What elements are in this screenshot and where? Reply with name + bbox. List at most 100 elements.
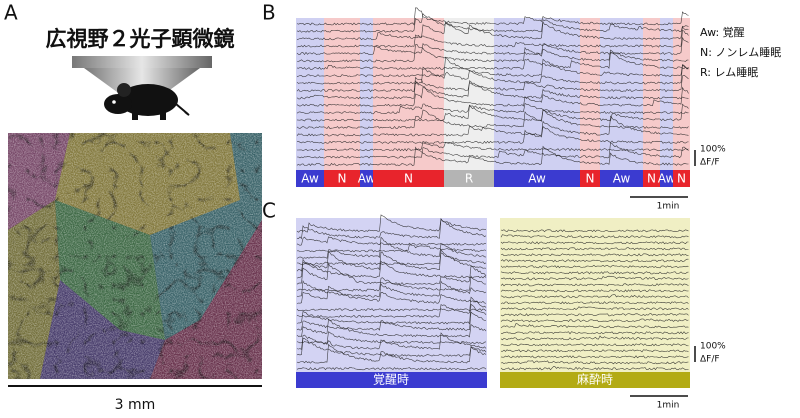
- state-segment: [296, 170, 324, 187]
- traces: [296, 7, 689, 166]
- trace: [296, 318, 487, 338]
- condition-bar: [500, 372, 690, 388]
- scale-label: ΔF/F: [700, 355, 720, 365]
- state-segment: [444, 170, 494, 187]
- state-segment: [494, 170, 580, 187]
- legend-entry: Aw: 覚醒: [700, 26, 745, 39]
- trace: [500, 264, 689, 269]
- state-label: N: [338, 172, 347, 186]
- state-band: [673, 18, 690, 170]
- state-band: [580, 18, 600, 170]
- state-segment: [360, 170, 373, 187]
- state-label: N: [586, 172, 595, 186]
- trace: [296, 44, 689, 63]
- trace: [296, 64, 689, 85]
- trace: [500, 289, 689, 293]
- trace: [500, 360, 689, 365]
- trace: [500, 313, 689, 317]
- trace: [296, 367, 487, 371]
- state-band: [373, 18, 444, 170]
- trace: [500, 258, 689, 263]
- state-band: [494, 18, 580, 170]
- condition-label: 麻酔時: [577, 372, 613, 387]
- condition-bar: [296, 372, 487, 388]
- scale-label: 3 mm: [115, 397, 156, 413]
- panel-label: B: [262, 1, 276, 25]
- state-label: N: [647, 172, 656, 186]
- trace: [296, 311, 487, 331]
- trace: [296, 74, 689, 93]
- trace: [296, 13, 689, 33]
- trace: [296, 337, 487, 357]
- state-band: [600, 18, 643, 170]
- trace: [296, 29, 689, 48]
- trace: [500, 247, 689, 251]
- trace: [500, 335, 689, 341]
- trace: [296, 109, 689, 129]
- trace: [500, 349, 689, 353]
- trace: [500, 294, 689, 299]
- trace: [296, 80, 689, 100]
- trace: [297, 142, 689, 159]
- trace: [296, 56, 689, 78]
- trace: [500, 343, 689, 347]
- anesthesia-background: [500, 218, 690, 372]
- state-bar: Aw N Aw N R Aw N Aw N Aw N: [296, 170, 690, 187]
- trace: [296, 249, 487, 272]
- trace: [500, 318, 689, 323]
- trace: [296, 21, 689, 41]
- state-band: [324, 18, 360, 170]
- trace: [296, 236, 486, 246]
- state-segment: [673, 170, 690, 187]
- legend-entry: R: レム睡眠: [700, 66, 758, 79]
- state-band: [660, 18, 673, 170]
- state-segment: [580, 170, 600, 187]
- state-segment: [600, 170, 643, 187]
- condition-label: 覚醒時: [373, 373, 409, 387]
- trace: [296, 214, 487, 233]
- trace: [500, 234, 689, 239]
- trace: [296, 343, 487, 364]
- state-segment: [660, 170, 673, 187]
- trace: [500, 355, 689, 359]
- state-label: Aw: [528, 172, 546, 186]
- trace: [296, 236, 487, 259]
- trace: [296, 332, 487, 350]
- state-label: N: [404, 172, 413, 186]
- trace: [296, 331, 487, 345]
- trace: [296, 218, 487, 240]
- trace: [296, 7, 689, 26]
- state-segment: [373, 170, 444, 187]
- awake-background: [296, 218, 487, 372]
- panel-label: C: [262, 199, 276, 223]
- state-segment: [324, 170, 360, 187]
- trace: [296, 285, 487, 304]
- state-label: Aw: [658, 172, 676, 186]
- state-label: Aw: [358, 172, 376, 186]
- trace: [500, 283, 689, 287]
- trace: [296, 103, 689, 122]
- microscope-title: 広視野２光子顕微鏡: [46, 27, 235, 51]
- mouse: [104, 83, 190, 120]
- traces: [296, 214, 689, 371]
- trace: [500, 229, 689, 233]
- trace: [297, 125, 689, 144]
- trace: [296, 36, 689, 55]
- trace: [297, 140, 689, 152]
- trace: [296, 258, 487, 279]
- trace: [296, 280, 487, 298]
- state-label: R: [465, 172, 473, 186]
- cortex-image: [8, 133, 262, 379]
- state-band: [360, 18, 373, 170]
- trace: [296, 296, 487, 318]
- state-label: N: [677, 172, 686, 186]
- panel-label: A: [4, 1, 18, 25]
- state-bands: [296, 18, 690, 170]
- trace: [500, 241, 689, 245]
- trace: [500, 275, 689, 281]
- trace: [296, 115, 689, 137]
- trace: [500, 306, 689, 311]
- trace: [500, 271, 689, 275]
- state-band: [643, 18, 660, 170]
